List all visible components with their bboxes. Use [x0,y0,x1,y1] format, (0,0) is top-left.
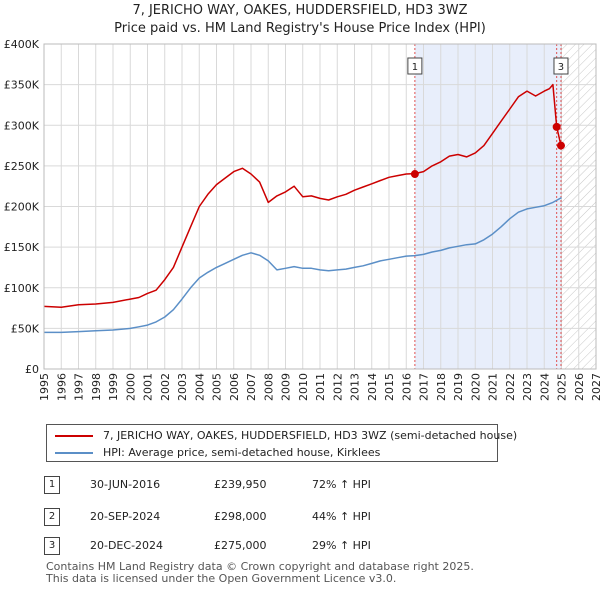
sale-badge: 3 [44,537,60,555]
x-tick-label: 1995 [38,373,51,401]
x-tick-label: 2004 [193,373,206,401]
y-tick-label: £300K [4,119,40,132]
sale-marker-badge-label: 3 [558,62,564,73]
y-tick-label: £400K [4,38,40,51]
footer-license: This data is licensed under the Open Gov… [46,572,397,585]
sale-marker-badge-label: 1 [412,62,418,73]
y-tick-label: £100K [4,282,40,295]
y-tick-label: £50K [11,322,40,335]
sale-price: £275,000 [214,539,267,552]
x-tick-label: 2017 [418,373,431,401]
x-tick-label: 2020 [469,373,482,401]
legend-swatch-property [55,435,93,437]
x-tick-label: 2010 [297,373,310,401]
x-tick-label: 2026 [573,373,586,401]
sale-date: 30-JUN-2016 [90,478,161,491]
x-tick-label: 1997 [73,373,86,401]
x-tick-label: 2027 [590,373,600,401]
property-price-line [43,83,562,309]
y-tick-label: £150K [4,241,40,254]
x-tick-label: 2008 [262,373,275,401]
x-tick-label: 2016 [400,373,413,401]
x-tick-label: 1999 [107,373,120,401]
x-tick-label: 2014 [366,373,379,401]
x-tick-label: 2003 [176,373,189,401]
sale-point [552,122,561,131]
x-tick-label: 2018 [435,373,448,401]
x-tick-label: 2009 [280,373,293,401]
price-chart: £0 £50K £100K £150K £200K £250K £300K £350K £400… [4,38,600,401]
sale-row-2: 2 20-SEP-2024 £298,000 44% ↑ HPI [0,508,600,528]
x-tick-label: 2023 [521,373,534,401]
x-tick-label: 2022 [504,373,517,401]
sale-point [410,170,419,179]
hpi-line [44,196,562,334]
sale-date: 20-SEP-2024 [90,510,161,523]
x-tick-label: 1998 [90,373,103,401]
x-tick-label: 2015 [383,373,396,401]
x-tick-label: 2006 [228,373,241,401]
sale-marker-badge [553,57,569,75]
sale-row-3: 3 20-DEC-2024 £275,000 29% ↑ HPI [0,537,600,557]
sale-date: 20-DEC-2024 [90,539,164,552]
x-tick-label: 2001 [142,373,155,401]
sale-price: £298,000 [214,510,267,523]
x-tick-label: 2025 [556,373,569,401]
chart-subtitle: Price paid vs. HM Land Registry's House … [114,21,486,36]
plot-frame [43,43,597,370]
x-tick-label: 2000 [124,373,137,401]
sale-hpi-change: 72% ↑ HPI [312,478,371,491]
x-tick-label: 2024 [538,373,551,401]
y-tick-label: £350K [4,79,40,92]
x-tick-label: 2005 [211,373,224,401]
sale-hpi-change: 44% ↑ HPI [312,510,371,523]
legend-swatch-hpi [55,452,93,454]
y-tick-label: £200K [4,201,40,214]
footer-copyright: Contains HM Land Registry data © Crown c… [46,560,474,573]
legend-label-property: 7, JERICHO WAY, OAKES, HUDDERSFIELD, HD3… [103,429,518,442]
sale-price: £239,950 [214,478,267,491]
x-tick-label: 2011 [314,373,327,401]
y-tick-label: £250K [4,160,40,173]
x-tick-label: 1996 [55,373,68,401]
x-tick-label: 2002 [159,373,172,401]
sale-point [556,141,565,150]
legend: 7, JERICHO WAY, OAKES, HUDDERSFIELD, HD3… [46,424,517,462]
x-tick-label: 2012 [331,373,344,401]
x-tick-label: 2019 [452,373,465,401]
chart-title: 7, JERICHO WAY, OAKES, HUDDERSFIELD, HD3… [132,3,468,18]
sale-marker-badge [407,57,423,75]
x-tick-label: 2013 [349,373,362,401]
x-tick-label: 2007 [245,373,258,401]
x-tick-label: 2021 [487,373,500,401]
y-tick-label: £0 [25,363,39,376]
sale-hpi-change: 29% ↑ HPI [312,539,371,552]
sale-badge: 2 [44,508,60,526]
sale-badge: 1 [44,476,60,494]
legend-label-hpi: HPI: Average price, semi-detached house,… [103,446,381,459]
sale-row-1: 1 30-JUN-2016 £239,950 72% ↑ HPI [0,476,600,496]
